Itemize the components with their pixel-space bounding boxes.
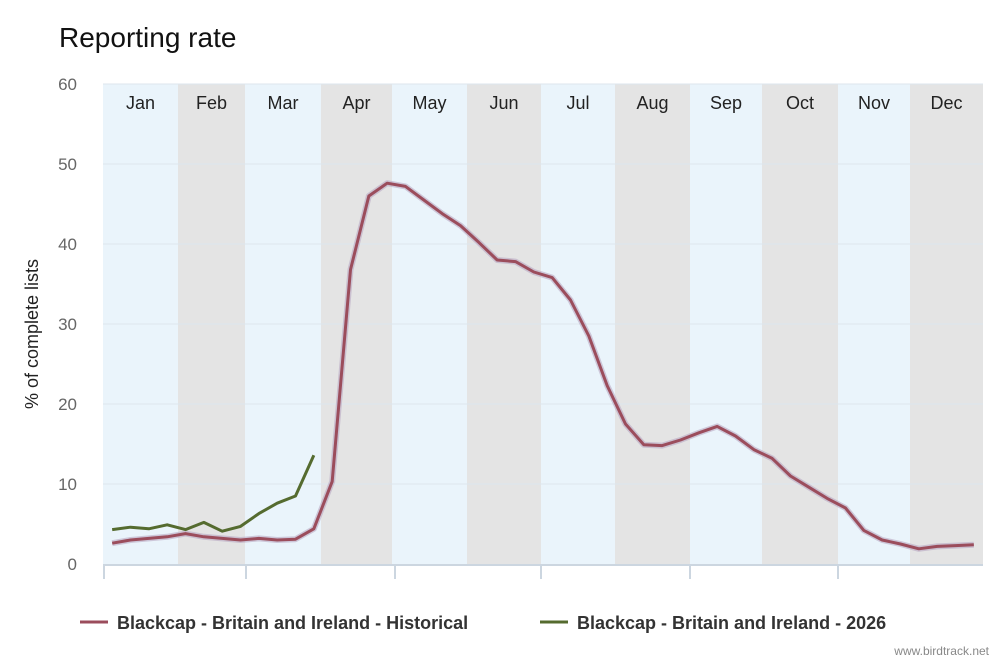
month-label: Apr — [342, 93, 370, 113]
month-label: Sep — [710, 93, 742, 113]
month-label: Oct — [786, 93, 814, 113]
y-tick-label: 60 — [58, 75, 77, 94]
y-tick-label: 10 — [58, 475, 77, 494]
month-label: Jul — [566, 93, 589, 113]
y-axis-label: % of complete lists — [22, 259, 42, 409]
series-line-0 — [111, 181, 974, 551]
legend-label: Blackcap - Britain and Ireland - 2026 — [577, 613, 886, 633]
legend-label: Blackcap - Britain and Ireland - Histori… — [117, 613, 468, 633]
y-tick-label: 40 — [58, 235, 77, 254]
y-tick-label: 20 — [58, 395, 77, 414]
series-line-1 — [111, 454, 316, 533]
month-label: Jan — [126, 93, 155, 113]
y-tick-label: 30 — [58, 315, 77, 334]
y-tick-label: 0 — [68, 555, 77, 574]
month-label: May — [412, 93, 446, 113]
y-tick-label: 50 — [58, 155, 77, 174]
month-label: Mar — [268, 93, 299, 113]
month-label: Aug — [636, 93, 668, 113]
month-label: Feb — [196, 93, 227, 113]
month-label: Jun — [489, 93, 518, 113]
credit-text: www.birdtrack.net — [894, 644, 989, 658]
month-label: Nov — [858, 93, 890, 113]
chart-title: Reporting rate — [59, 22, 237, 53]
month-label: Dec — [930, 93, 962, 113]
